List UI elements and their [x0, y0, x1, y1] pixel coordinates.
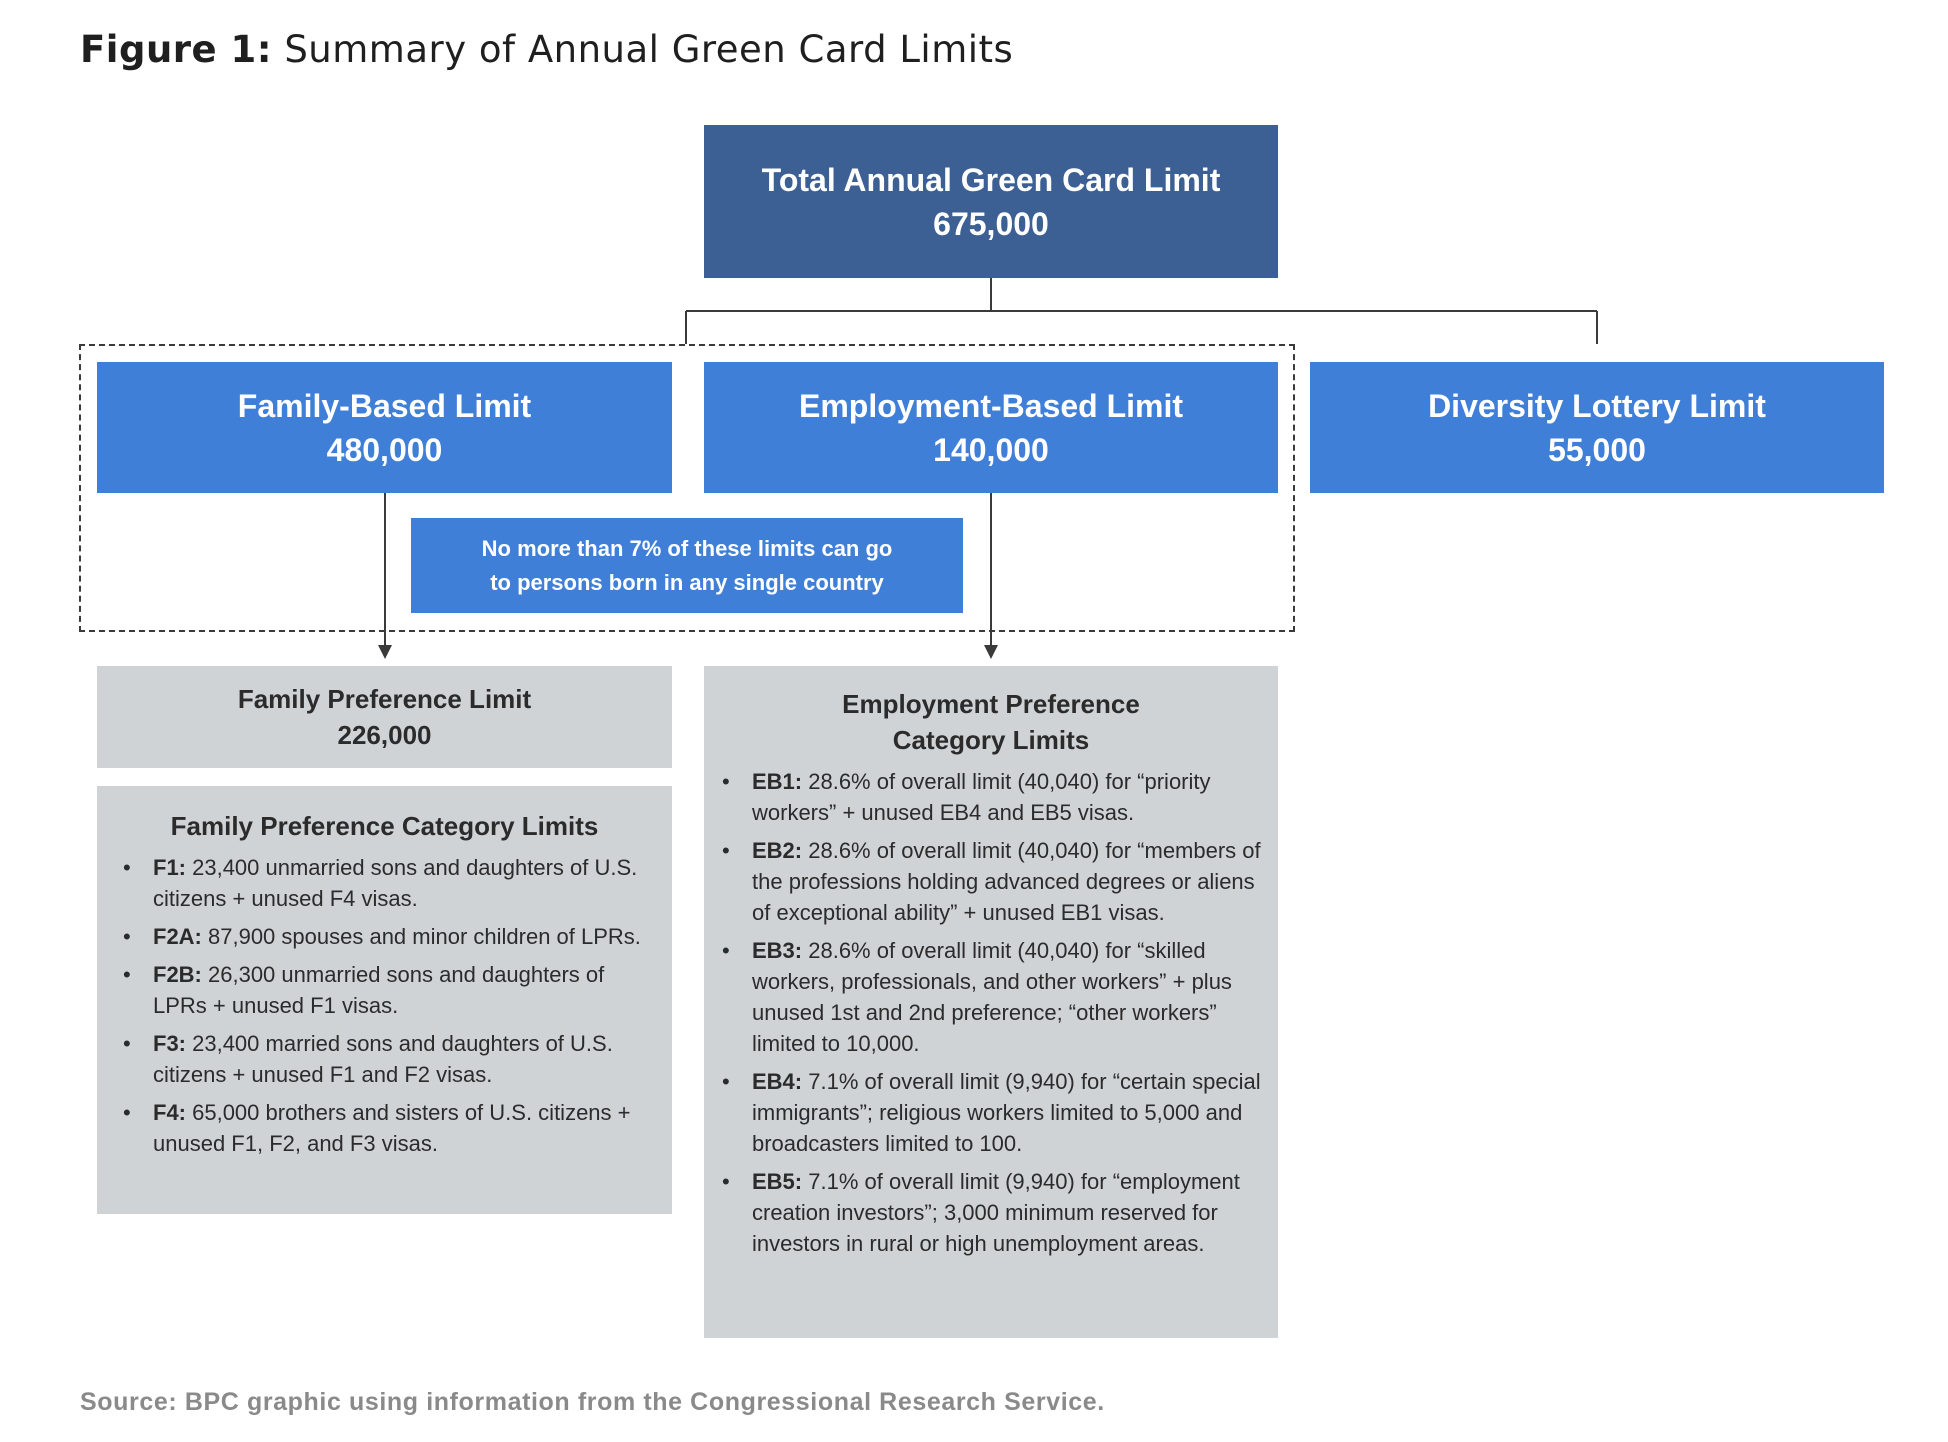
total-limit-value: 675,000	[933, 205, 1049, 242]
diversity-value: 55,000	[1548, 431, 1646, 468]
category-text: 28.6% of overall limit (40,040) for “pri…	[752, 769, 1211, 825]
category-text: 7.1% of overall limit (9,940) for “emplo…	[752, 1169, 1240, 1256]
source-note: Source: BPC graphic using information fr…	[80, 1388, 1105, 1417]
employment-category-limits-box: Employment Preference Category Limits EB…	[704, 666, 1278, 1338]
list-item: EB3: 28.6% of overall limit (40,040) for…	[718, 935, 1264, 1059]
category-code: EB2:	[752, 838, 803, 863]
employment-category-heading-line-2: Category Limits	[892, 725, 1090, 755]
category-code: EB5:	[752, 1169, 803, 1194]
category-text: 26,300 unmarried sons and daughters of L…	[153, 962, 605, 1018]
category-text: 23,400 unmarried sons and daughters of U…	[153, 855, 638, 911]
family-based-limit-box: Family-Based Limit 480,000	[97, 362, 672, 493]
list-item: EB1: 28.6% of overall limit (40,040) for…	[718, 766, 1264, 828]
diversity-lottery-limit-box: Diversity Lottery Limit 55,000	[1310, 362, 1884, 493]
category-code: F2A:	[153, 924, 202, 949]
list-item: F1: 23,400 unmarried sons and daughters …	[119, 852, 650, 914]
family-category-heading: Family Preference Category Limits	[170, 811, 599, 841]
list-item: EB2: 28.6% of overall limit (40,040) for…	[718, 835, 1264, 928]
category-text: 23,400 married sons and daughters of U.S…	[153, 1031, 613, 1087]
category-code: EB1:	[752, 769, 803, 794]
employment-category-list: EB1: 28.6% of overall limit (40,040) for…	[718, 766, 1264, 1259]
employment-based-limit-box: Employment-Based Limit 140,000	[704, 362, 1278, 493]
family-preference-label: Family Preference Limit	[237, 684, 532, 714]
list-item: EB5: 7.1% of overall limit (9,940) for “…	[718, 1166, 1264, 1259]
total-limit-box: Total Annual Green Card Limit 675,000	[704, 125, 1278, 278]
category-code: F1:	[153, 855, 186, 880]
employment-based-label: Employment-Based Limit	[798, 387, 1184, 424]
family-category-limits-box: Family Preference Category Limits F1: 23…	[97, 786, 672, 1214]
category-code: F2B:	[153, 962, 202, 987]
family-based-label: Family-Based Limit	[237, 387, 532, 424]
source-text: BPC graphic using information from the C…	[177, 1388, 1105, 1416]
figure-title: Figure 1: Summary of Annual Green Card L…	[80, 28, 1013, 71]
family-category-list: F1: 23,400 unmarried sons and daughters …	[119, 852, 650, 1159]
figure-title-text: Summary of Annual Green Card Limits	[272, 28, 1014, 71]
total-limit-label: Total Annual Green Card Limit	[761, 161, 1221, 198]
employment-based-value: 140,000	[933, 431, 1049, 468]
list-item: F4: 65,000 brothers and sisters of U.S. …	[119, 1097, 650, 1159]
per-country-cap-group	[79, 344, 1295, 632]
figure-title-prefix: Figure 1:	[80, 28, 273, 71]
category-code: F4:	[153, 1100, 186, 1125]
category-text: 7.1% of overall limit (9,940) for “certa…	[752, 1069, 1261, 1156]
per-country-cap-note: No more than 7% of these limits can go t…	[411, 518, 963, 613]
note-line-1: No more than 7% of these limits can go	[481, 535, 893, 561]
note-line-2: to persons born in any single country	[490, 569, 884, 595]
source-label: Source:	[80, 1388, 178, 1416]
employment-category-heading-line-1: Employment Preference	[842, 689, 1140, 719]
list-item: EB4: 7.1% of overall limit (9,940) for “…	[718, 1066, 1264, 1159]
family-based-value: 480,000	[326, 431, 443, 468]
family-preference-value: 226,000	[337, 720, 432, 750]
family-preference-limit-box: Family Preference Limit 226,000	[97, 666, 672, 768]
diversity-label: Diversity Lottery Limit	[1428, 387, 1766, 424]
category-text: 28.6% of overall limit (40,040) for “ski…	[752, 938, 1232, 1056]
employment-category-heading: Employment Preference Category Limits	[718, 686, 1264, 758]
category-code: EB3:	[752, 938, 803, 963]
list-item: F3: 23,400 married sons and daughters of…	[119, 1028, 650, 1090]
category-text: 65,000 brothers and sisters of U.S. citi…	[153, 1100, 631, 1156]
category-code: F3:	[153, 1031, 186, 1056]
category-code: EB4:	[752, 1069, 803, 1094]
category-text: 28.6% of overall limit (40,040) for “mem…	[752, 838, 1261, 925]
list-item: F2A: 87,900 spouses and minor children o…	[119, 921, 650, 952]
list-item: F2B: 26,300 unmarried sons and daughters…	[119, 959, 650, 1021]
category-text: 87,900 spouses and minor children of LPR…	[201, 924, 641, 949]
